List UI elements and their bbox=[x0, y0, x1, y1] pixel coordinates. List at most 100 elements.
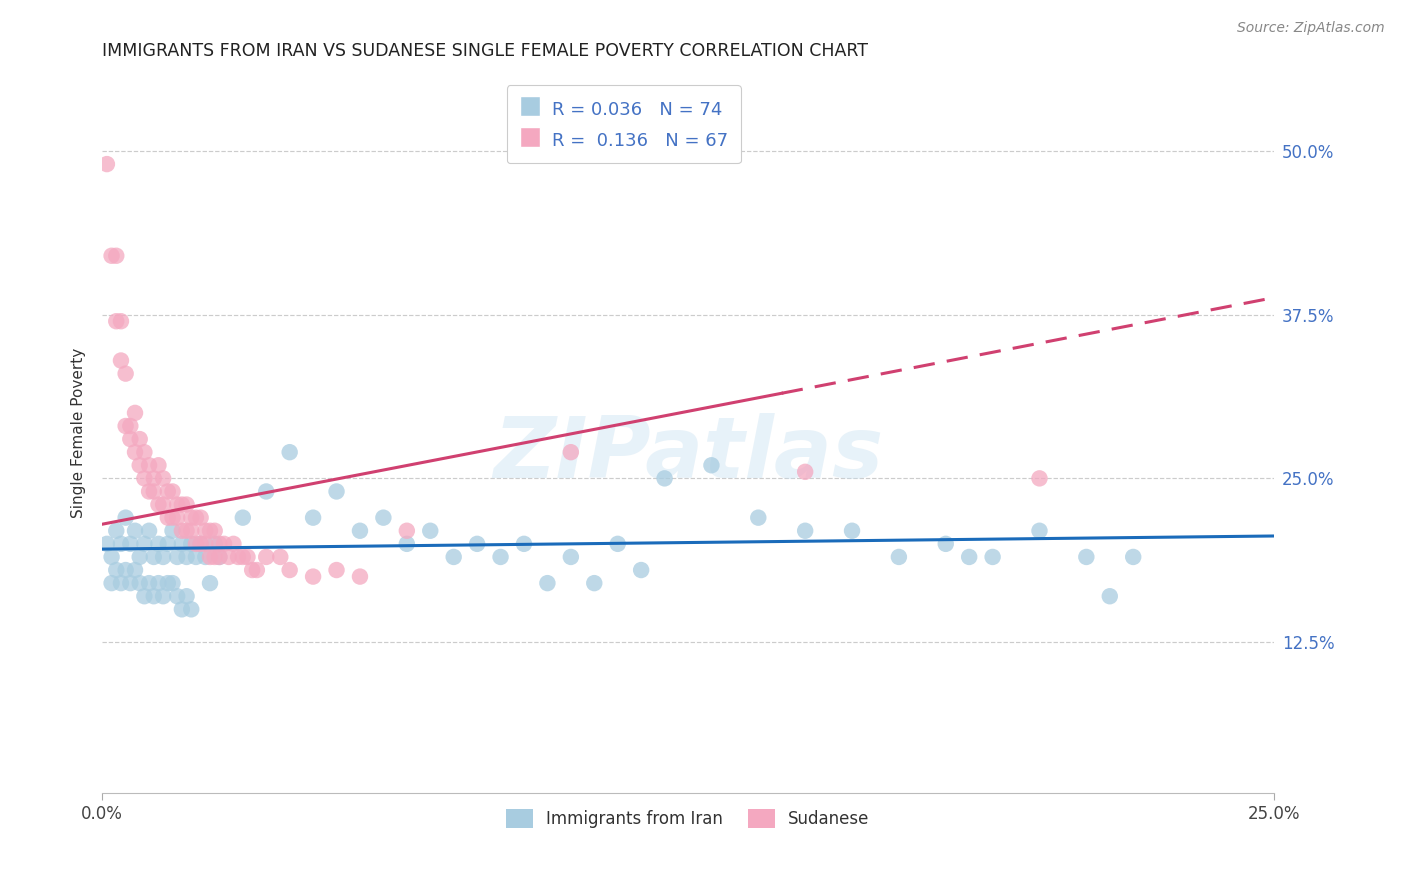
Point bbox=[212, 537, 235, 551]
Point bbox=[128, 432, 150, 446]
Point bbox=[513, 537, 536, 551]
Point bbox=[114, 419, 136, 434]
Point bbox=[190, 537, 212, 551]
Point bbox=[138, 458, 160, 473]
Point bbox=[198, 524, 221, 538]
Point bbox=[325, 484, 347, 499]
Point bbox=[152, 589, 174, 603]
Point bbox=[630, 563, 652, 577]
Point bbox=[887, 549, 910, 564]
Point bbox=[194, 524, 217, 538]
Point bbox=[176, 524, 198, 538]
Point bbox=[138, 484, 160, 499]
Point bbox=[138, 576, 160, 591]
Point bbox=[204, 524, 226, 538]
Point bbox=[100, 549, 122, 564]
Point bbox=[176, 549, 198, 564]
Point bbox=[156, 576, 179, 591]
Point bbox=[240, 563, 263, 577]
Point bbox=[208, 549, 231, 564]
Point bbox=[148, 458, 170, 473]
Point bbox=[134, 589, 156, 603]
Point bbox=[254, 549, 277, 564]
Y-axis label: Single Female Poverty: Single Female Poverty bbox=[72, 347, 86, 517]
Point bbox=[278, 563, 301, 577]
Point bbox=[100, 576, 122, 591]
Point bbox=[700, 458, 723, 473]
Point bbox=[120, 432, 142, 446]
Point bbox=[419, 524, 441, 538]
Point bbox=[162, 510, 184, 524]
Point bbox=[128, 549, 150, 564]
Point bbox=[180, 510, 202, 524]
Point bbox=[152, 549, 174, 564]
Point bbox=[114, 510, 136, 524]
Point bbox=[184, 549, 207, 564]
Point bbox=[124, 406, 146, 420]
Point bbox=[395, 537, 418, 551]
Point bbox=[166, 498, 188, 512]
Point bbox=[120, 576, 142, 591]
Point bbox=[162, 576, 184, 591]
Point bbox=[198, 549, 221, 564]
Point bbox=[184, 537, 207, 551]
Legend: Immigrants from Iran, Sudanese: Immigrants from Iran, Sudanese bbox=[499, 802, 876, 835]
Point bbox=[162, 524, 184, 538]
Point bbox=[395, 524, 418, 538]
Point bbox=[96, 157, 118, 171]
Point bbox=[465, 537, 488, 551]
Point bbox=[1098, 589, 1121, 603]
Point bbox=[142, 589, 165, 603]
Point bbox=[180, 602, 202, 616]
Point bbox=[747, 510, 769, 524]
Text: IMMIGRANTS FROM IRAN VS SUDANESE SINGLE FEMALE POVERTY CORRELATION CHART: IMMIGRANTS FROM IRAN VS SUDANESE SINGLE … bbox=[103, 42, 869, 60]
Point bbox=[1028, 471, 1050, 485]
Point bbox=[170, 537, 193, 551]
Point bbox=[105, 249, 128, 263]
Point bbox=[134, 445, 156, 459]
Point bbox=[194, 549, 217, 564]
Point bbox=[142, 471, 165, 485]
Point bbox=[110, 314, 132, 328]
Point bbox=[204, 537, 226, 551]
Point bbox=[166, 549, 188, 564]
Point bbox=[152, 471, 174, 485]
Point bbox=[218, 549, 240, 564]
Text: ZIPatlas: ZIPatlas bbox=[494, 413, 883, 496]
Point bbox=[120, 537, 142, 551]
Point bbox=[142, 484, 165, 499]
Point bbox=[124, 563, 146, 577]
Point bbox=[373, 510, 395, 524]
Point bbox=[560, 549, 582, 564]
Point bbox=[124, 445, 146, 459]
Point bbox=[128, 458, 150, 473]
Point bbox=[110, 576, 132, 591]
Point bbox=[654, 471, 676, 485]
Point bbox=[138, 524, 160, 538]
Point bbox=[170, 602, 193, 616]
Point bbox=[100, 249, 122, 263]
Point bbox=[957, 549, 980, 564]
Point bbox=[489, 549, 512, 564]
Point bbox=[166, 589, 188, 603]
Point bbox=[176, 498, 198, 512]
Point bbox=[105, 563, 128, 577]
Point bbox=[96, 537, 118, 551]
Point bbox=[110, 537, 132, 551]
Point bbox=[794, 524, 817, 538]
Point bbox=[208, 549, 231, 564]
Point bbox=[443, 549, 465, 564]
Point bbox=[236, 549, 259, 564]
Point bbox=[162, 484, 184, 499]
Point bbox=[1076, 549, 1098, 564]
Point bbox=[170, 498, 193, 512]
Point bbox=[134, 537, 156, 551]
Point bbox=[794, 465, 817, 479]
Point bbox=[114, 367, 136, 381]
Point bbox=[148, 537, 170, 551]
Point bbox=[120, 419, 142, 434]
Point bbox=[156, 484, 179, 499]
Point bbox=[110, 353, 132, 368]
Point bbox=[190, 537, 212, 551]
Point bbox=[190, 510, 212, 524]
